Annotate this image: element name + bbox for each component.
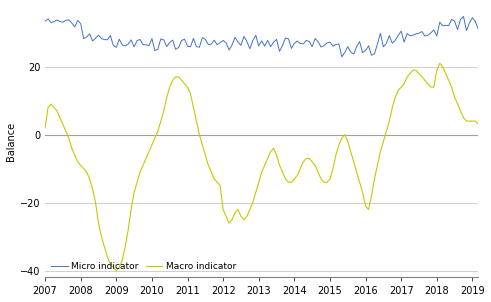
Macro indicator	[386, 119, 392, 123]
Micro indicator	[461, 15, 466, 18]
Macro indicator	[437, 62, 443, 65]
Macro indicator	[42, 126, 48, 130]
Macro indicator	[381, 140, 386, 143]
Macro indicator	[345, 140, 351, 143]
Micro indicator	[42, 19, 48, 23]
Micro indicator	[381, 45, 386, 49]
Macro indicator	[185, 85, 191, 89]
Macro indicator	[282, 177, 288, 181]
Micro indicator	[339, 55, 345, 59]
Micro indicator	[182, 37, 188, 41]
Micro indicator	[279, 44, 285, 47]
Macro indicator	[113, 269, 119, 272]
Micro indicator	[158, 37, 164, 40]
Line: Macro indicator: Macro indicator	[45, 63, 478, 271]
Y-axis label: Balance: Balance	[5, 122, 16, 161]
Macro indicator	[475, 123, 481, 126]
Macro indicator	[161, 109, 167, 113]
Micro indicator	[475, 28, 481, 31]
Line: Micro indicator: Micro indicator	[45, 17, 478, 57]
Legend: Micro indicator, Macro indicator: Micro indicator, Macro indicator	[48, 259, 240, 275]
Micro indicator	[345, 45, 351, 48]
Micro indicator	[386, 34, 392, 37]
